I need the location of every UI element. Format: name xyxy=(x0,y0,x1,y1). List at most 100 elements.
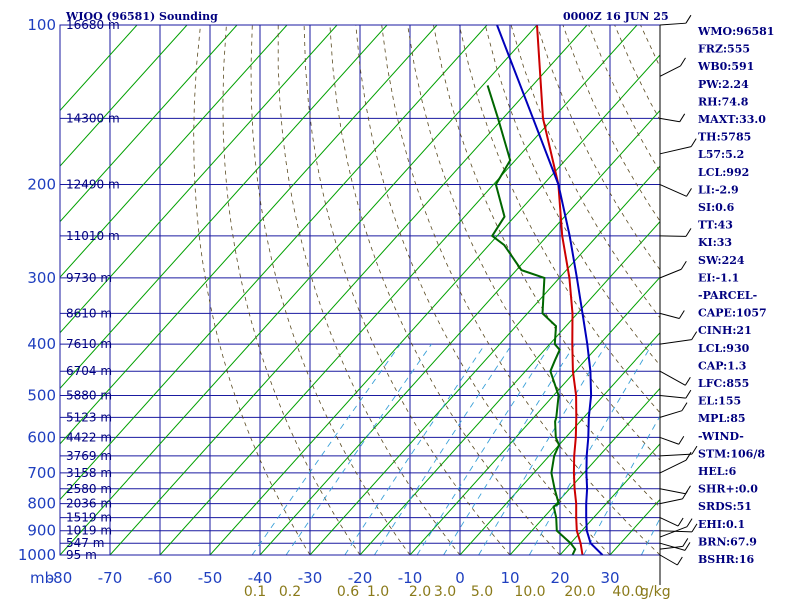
mixing-ratio-line xyxy=(416,343,552,555)
wind-barb-flag xyxy=(679,113,686,123)
temperature-tick-label: 30 xyxy=(600,569,619,587)
height-label: 95 m xyxy=(66,548,97,562)
height-label: 2036 m xyxy=(66,497,112,511)
index-entry: STM:106/8 xyxy=(698,447,765,460)
isotherm xyxy=(60,25,388,390)
dry-adiabat xyxy=(222,25,361,555)
mixing-ratio-line xyxy=(528,343,653,555)
temperature-tick-label: -40 xyxy=(248,569,273,587)
temperature-tick-label: -80 xyxy=(48,569,73,587)
isotherm xyxy=(559,443,660,555)
wind-barb xyxy=(659,453,692,457)
height-label: 12490 m xyxy=(66,178,120,192)
height-label: 4422 m xyxy=(66,430,112,444)
height-label: 3769 m xyxy=(66,449,112,463)
index-entry: CINH:21 xyxy=(698,324,752,337)
index-entry: KI:33 xyxy=(698,236,732,249)
temperature-tick-label: 20 xyxy=(550,569,569,587)
isotherm xyxy=(159,25,638,555)
height-label: 11010 m xyxy=(66,229,120,243)
height-label: 9730 m xyxy=(66,271,112,285)
mixing-ratio-unit: g/kg xyxy=(640,584,671,600)
wind-barb-flag xyxy=(685,389,692,399)
chart-grid xyxy=(60,25,660,555)
temperature-tick-label: -30 xyxy=(298,569,323,587)
wind-barb-flag xyxy=(684,376,691,386)
mixing-ratio-line xyxy=(443,343,576,555)
mixing-ratio-label: 3.0 xyxy=(434,584,456,600)
chart-time: 0000Z 16 JUN 25 xyxy=(563,10,669,23)
wind-barb xyxy=(659,312,680,320)
wind-barb xyxy=(659,526,688,538)
mixing-ratio-label: 20.0 xyxy=(564,584,595,600)
index-entry: WB0:591 xyxy=(697,60,754,73)
height-label: 8610 m xyxy=(66,306,112,320)
wind-barb-flag xyxy=(685,451,692,461)
wind-barb xyxy=(659,117,680,123)
index-panel: WMO:96581 FRZ:555 WB0:591 PW:2.24 RH:74.8 MAX… xyxy=(697,25,774,566)
height-label: 2580 m xyxy=(66,482,112,496)
wind-barb-flag xyxy=(686,188,692,197)
mixing-ratio-label: 0.6 xyxy=(337,584,359,600)
wind-barb-flag xyxy=(682,538,689,547)
index-entry: BSHR:16 xyxy=(698,553,754,566)
wind-barb-flag xyxy=(686,518,693,527)
height-label: 1019 m xyxy=(66,524,112,538)
wind-barb-flag xyxy=(681,402,688,411)
dry-adiabat xyxy=(193,25,311,555)
index-entry: CAP:1.3 xyxy=(698,359,746,372)
height-label: 7610 m xyxy=(66,337,112,351)
mixing-ratio-label: 2.0 xyxy=(409,584,431,600)
wind-barb-flag xyxy=(678,310,685,319)
series-line-2 xyxy=(496,25,604,555)
height-label: 5880 m xyxy=(66,388,112,402)
index-entry: HEL:6 xyxy=(698,465,737,478)
mixing-ratio-label: 0.1 xyxy=(244,584,266,600)
wind-barb-flag xyxy=(691,523,698,533)
pressure-tick-label: 200 xyxy=(27,176,56,194)
index-entry: PW:2.24 xyxy=(698,78,749,91)
index-entry: L57:5.2 xyxy=(698,148,744,161)
dry-adiabat xyxy=(303,25,511,555)
isotherm xyxy=(60,25,538,555)
wind-barb-flag xyxy=(691,445,698,455)
isotherm xyxy=(60,25,338,334)
isotherm xyxy=(359,220,660,555)
wind-barb-flag xyxy=(684,542,691,551)
height-label: 5123 m xyxy=(66,410,112,424)
isotherm xyxy=(259,109,660,555)
index-entry: LCL:930 xyxy=(698,342,750,355)
pressure-tick-label: 500 xyxy=(27,386,56,404)
chart-series xyxy=(486,25,604,555)
temperature-tick-label: -10 xyxy=(398,569,423,587)
wind-barb xyxy=(659,370,686,386)
wind-barb xyxy=(659,488,686,495)
wind-barb xyxy=(659,339,692,345)
index-entry: SW:224 xyxy=(698,254,745,267)
mixing-ratio-line xyxy=(374,343,513,555)
height-label: 14300 m xyxy=(66,111,120,125)
dry-adiabat xyxy=(536,25,660,271)
dry-adiabat xyxy=(433,25,660,461)
wind-profile xyxy=(659,14,698,585)
wind-barb xyxy=(659,554,678,566)
series-line-1 xyxy=(486,85,577,555)
index-entry: LFC:855 xyxy=(698,377,749,390)
index-entry: BRN:67.9 xyxy=(698,535,757,548)
isotherm xyxy=(109,25,588,555)
dry-adiabat xyxy=(250,25,411,555)
temperature-tick-label: -60 xyxy=(148,569,173,587)
pressure-tick-label: 100 xyxy=(27,16,56,34)
dry-adiabat xyxy=(355,25,611,555)
temperature-tick-label: -20 xyxy=(348,569,373,587)
isotherm xyxy=(60,25,238,223)
isotherm xyxy=(60,25,488,501)
wind-barb xyxy=(659,22,686,26)
wind-barb xyxy=(659,530,692,533)
height-label: 547 m xyxy=(66,536,104,550)
index-entry: RH:74.8 xyxy=(698,95,749,108)
mixing-ratio-line xyxy=(285,343,432,555)
index-entry: SRDS:51 xyxy=(698,500,752,513)
pressure-tick-label: 800 xyxy=(27,495,56,513)
